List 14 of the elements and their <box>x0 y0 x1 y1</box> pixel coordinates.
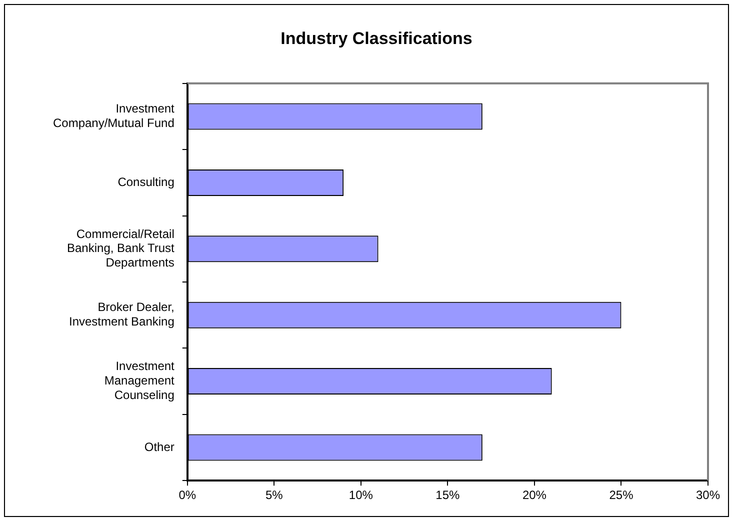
chart-title: Industry Classifications <box>280 28 472 48</box>
x-tick-label: 25% <box>609 488 634 502</box>
x-tick-label: 20% <box>522 488 547 502</box>
x-tick-label: 0% <box>178 488 196 502</box>
y-tick-label: Investment Management Counseling <box>104 359 176 402</box>
x-tick-label: 10% <box>348 488 374 502</box>
y-tick-label: Commercial/Retail Banking, Bank Trust Departments <box>67 226 176 270</box>
x-tick-label: 30% <box>696 488 720 502</box>
y-tick-label: Investment Company/Mutual Fund <box>52 102 176 130</box>
y-tick-label: Other <box>144 440 174 454</box>
y-tick-label: Consulting <box>118 175 174 190</box>
x-tick-label: 5% <box>265 488 284 502</box>
y-tick-label: Broker Dealer, Investment Banking <box>68 300 174 329</box>
x-tick-label: 15% <box>436 488 460 502</box>
